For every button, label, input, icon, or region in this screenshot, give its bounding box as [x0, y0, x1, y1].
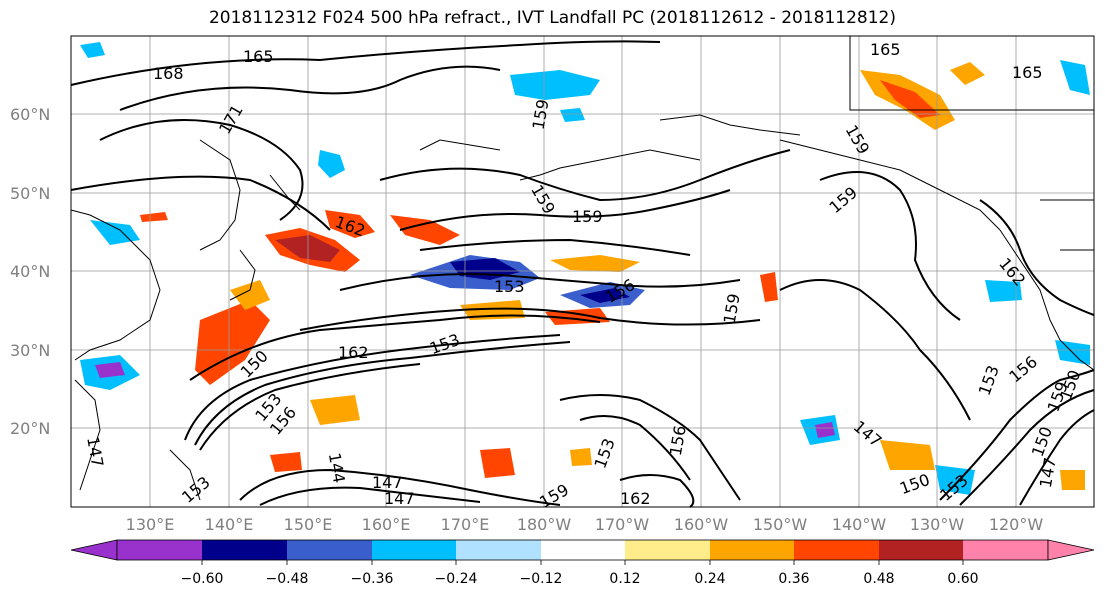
map-area: 165 168 171 165 165 159 159 159 159 162 … — [70, 35, 1095, 512]
colorbar-segment — [963, 540, 1048, 560]
longitude-label: 150°W — [753, 515, 808, 534]
colorbar-tick-label: −0.60 — [181, 571, 224, 587]
longitude-label: 160°E — [362, 515, 411, 534]
colorbar-segment — [117, 540, 202, 560]
longitude-label: 120°W — [989, 515, 1044, 534]
longitude-labels: 130°E 140°E 150°E 160°E 170°E 180°W 170°… — [126, 515, 1044, 534]
longitude-label: 140°E — [205, 515, 254, 534]
colorbar-segment — [794, 540, 879, 560]
colorbar-min-extension — [70, 539, 118, 561]
longitude-label: 180°W — [517, 515, 572, 534]
contour-label: 168 — [153, 64, 184, 83]
longitude-label: 140°W — [832, 515, 887, 534]
colorbar-ticks — [201, 560, 964, 565]
colorbar-segment — [541, 540, 625, 560]
colorbar-segment — [879, 540, 963, 560]
map-title: 2018112312 F024 500 hPa refract., IVT La… — [208, 8, 896, 28]
colorbar-tick-label: 0.60 — [947, 571, 978, 587]
latitude-label: 20°N — [10, 419, 50, 438]
latitude-label: 40°N — [10, 262, 50, 281]
longitude-label: 170°E — [441, 515, 490, 534]
colorbar-segment — [710, 540, 794, 560]
contour-label: 147 — [384, 489, 415, 508]
latitude-label: 30°N — [10, 341, 50, 360]
colorbar-segment — [202, 540, 287, 560]
colorbar-tick-label: −0.48 — [266, 571, 309, 587]
colorbar-tick-label: −0.24 — [435, 571, 478, 587]
latitude-label: 60°N — [10, 105, 50, 124]
contour-label: 153 — [494, 277, 525, 296]
colorbar-segment — [372, 540, 456, 560]
coastlines — [70, 36, 1095, 501]
colorbar-segment — [287, 540, 372, 560]
contour-label: 147 — [372, 473, 403, 492]
longitude-label: 130°E — [126, 515, 175, 534]
colorbar-tick-label: 0.24 — [694, 571, 725, 587]
longitude-label: 150°E — [284, 515, 333, 534]
colorbar: −0.60 −0.48 −0.36 −0.24 −0.12 0.12 0.24 … — [70, 539, 1095, 587]
contour-label: 165 — [1012, 63, 1043, 82]
colorbar-segment — [625, 540, 710, 560]
colorbar-max-extension — [1047, 539, 1095, 561]
colorbar-tick-label: 0.36 — [778, 571, 809, 587]
map-grid — [71, 36, 1094, 507]
colorbar-tick-label: −0.36 — [351, 571, 394, 587]
colorbar-tick-label: −0.12 — [520, 571, 563, 587]
latitude-label: 50°N — [10, 184, 50, 203]
contour-label: 159 — [572, 207, 603, 226]
contour-label: 165 — [243, 47, 274, 66]
colorbar-tick-label: 0.12 — [609, 571, 640, 587]
contour-label: 162 — [620, 489, 651, 508]
latitude-labels: 60°N 50°N 40°N 30°N 20°N — [10, 105, 50, 438]
longitude-label: 130°W — [910, 515, 965, 534]
colorbar-tick-label: 0.48 — [863, 571, 894, 587]
height-contours — [70, 40, 1095, 508]
longitude-label: 160°W — [674, 515, 729, 534]
longitude-label: 170°W — [595, 515, 650, 534]
contour-label: 165 — [870, 40, 901, 59]
colorbar-segments — [116, 539, 1049, 561]
contour-label: 162 — [338, 343, 369, 362]
colorbar-segment — [456, 540, 541, 560]
